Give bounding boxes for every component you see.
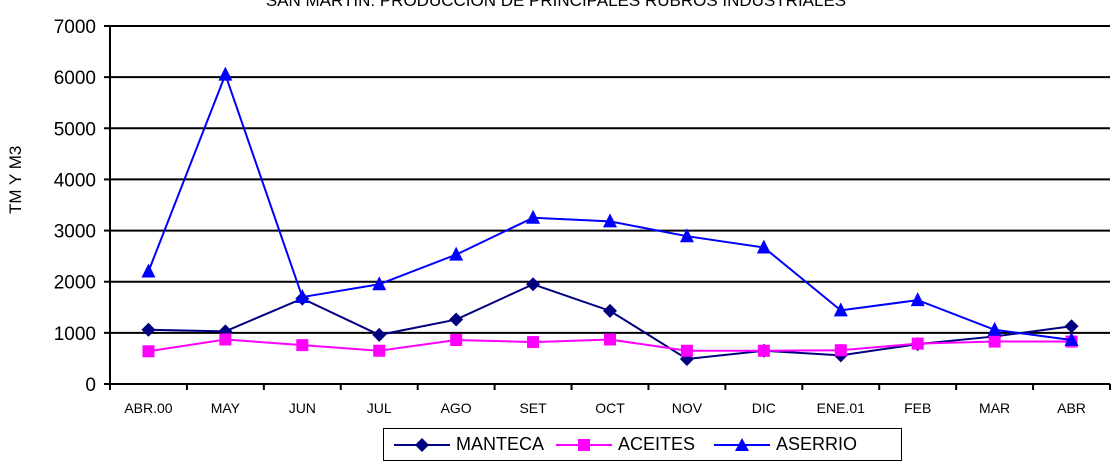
series-line-manteca xyxy=(148,283,1072,360)
data-point-manteca xyxy=(526,277,541,292)
x-tick-label: FEB xyxy=(904,400,931,416)
data-point-aserrio xyxy=(449,246,464,261)
legend-swatch-aserrio xyxy=(714,437,770,451)
series-aceites xyxy=(142,333,1078,358)
y-tick-label: 6000 xyxy=(54,68,96,89)
data-point-aserrio xyxy=(756,239,771,254)
legend-item-aserrio: ASERRIO xyxy=(712,429,857,460)
series-line-aserrio xyxy=(147,71,1072,342)
data-point-aceites xyxy=(527,336,540,349)
y-tick-label: 2000 xyxy=(54,273,96,294)
data-point-aserrio xyxy=(372,276,387,291)
data-point-aserrio xyxy=(141,263,156,278)
x-tick-label: DIC xyxy=(752,400,776,416)
series-aserrio xyxy=(141,66,1079,347)
data-point-aserrio xyxy=(603,213,617,228)
data-point-manteca xyxy=(603,303,617,318)
data-point-manteca xyxy=(449,312,464,327)
legend: MANTECA ACEITES ASERRIO xyxy=(383,428,902,461)
legend-item-aceites: ACEITES xyxy=(554,429,695,460)
data-point-aserrio xyxy=(295,289,310,304)
y-tick-label: 0 xyxy=(85,375,96,396)
x-tick-labels: ABR.00 MAY JUN JUL AGO SET OCT NOV DIC ENE.01 FEB M… xyxy=(124,400,1086,416)
axes xyxy=(104,25,1111,390)
y-tick-label: 3000 xyxy=(54,222,96,243)
x-tick-label: JUN xyxy=(289,400,316,416)
x-tick-label: OCT xyxy=(595,400,625,416)
x-tick-label: JUL xyxy=(367,400,392,416)
data-point-aceites xyxy=(911,337,924,350)
grid-lines xyxy=(110,25,1110,334)
y-tick-label: 5000 xyxy=(54,119,96,140)
x-tick-label: MAY xyxy=(211,400,241,416)
data-point-aceites xyxy=(604,333,616,346)
data-point-aserrio xyxy=(987,321,1002,336)
data-point-aserrio xyxy=(218,66,233,81)
data-point-manteca xyxy=(141,322,156,337)
legend-label-aceites: ACEITES xyxy=(618,434,696,454)
chart-title: SAN MARTIN: PRODUCCION DE PRINCIPALES RU… xyxy=(265,0,847,10)
data-point-aceites xyxy=(450,334,463,347)
data-point-aceites xyxy=(219,333,232,346)
data-point-aceites xyxy=(680,344,693,357)
legend-label-aserrio: ASERRIO xyxy=(776,434,858,454)
data-point-manteca xyxy=(372,327,387,342)
x-tick-label: ABR.00 xyxy=(124,400,172,416)
y-tick-label: 1000 xyxy=(54,324,96,345)
data-point-manteca xyxy=(1064,319,1079,334)
x-tick-label: ENE.01 xyxy=(817,400,865,416)
x-tick-label: NOV xyxy=(672,400,703,416)
data-point-aceites xyxy=(142,345,155,358)
x-tick-label: SET xyxy=(519,400,547,416)
data-point-aceites xyxy=(988,335,1001,348)
data-point-aceites xyxy=(296,339,309,352)
y-tick-labels: 0 1000 2000 3000 4000 5000 6000 7000 xyxy=(54,17,96,396)
data-point-aceites xyxy=(834,344,847,357)
legend-label-manteca: MANTECA xyxy=(456,434,545,454)
data-point-aserrio xyxy=(526,209,541,224)
data-point-aserrio xyxy=(833,302,848,317)
x-tick-label: AGO xyxy=(441,400,472,416)
x-tick-label: ABR xyxy=(1057,400,1086,416)
series-manteca xyxy=(141,277,1079,366)
data-point-aserrio xyxy=(1064,332,1079,347)
legend-swatch-manteca xyxy=(394,437,450,452)
data-point-aceites xyxy=(757,344,770,357)
data-point-aserrio xyxy=(679,228,694,243)
legend-swatch-aceites xyxy=(556,438,612,451)
series-group xyxy=(141,66,1079,366)
y-tick-label: 4000 xyxy=(54,170,96,191)
legend-item-manteca: MANTECA xyxy=(392,429,544,460)
data-point-aceites xyxy=(373,344,386,357)
data-point-aserrio xyxy=(910,292,925,307)
y-tick-label: 7000 xyxy=(54,17,96,38)
x-tick-label: MAR xyxy=(979,400,1010,416)
